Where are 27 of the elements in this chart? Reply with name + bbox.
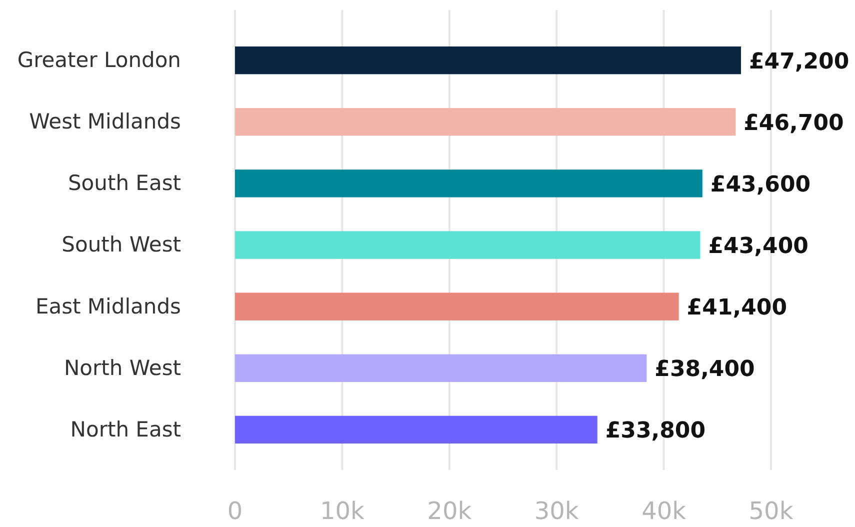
data-label: £47,200 [748, 49, 850, 74]
bar [235, 170, 702, 198]
y-tick-label: South East [68, 171, 181, 196]
y-tick-label: North West [64, 356, 181, 380]
x-tick-label: 40k [642, 497, 686, 526]
data-label: £38,400 [654, 357, 755, 382]
y-tick-label: North East [70, 417, 181, 442]
data-label: £41,400 [686, 296, 788, 321]
x-tick-label: 30k [534, 497, 579, 526]
x-tick-label: 10k [320, 497, 365, 526]
data-label: £43,400 [708, 234, 808, 259]
x-tick-label: 50k [748, 497, 794, 526]
data-label: £33,800 [605, 418, 706, 444]
y-tick-label: Greater London [17, 48, 181, 72]
y-tick-label: East Midlands [35, 294, 181, 318]
x-tick-label: 0 [227, 497, 243, 526]
y-tick-label: South West [62, 232, 181, 257]
bar [235, 231, 700, 259]
bar [235, 46, 741, 74]
bar [235, 354, 647, 382]
bar [235, 292, 679, 320]
y-tick-label: West Midlands [29, 110, 181, 134]
x-tick-label: 20k [427, 497, 472, 526]
bar [235, 108, 736, 136]
data-label: £46,700 [744, 110, 844, 136]
data-label: £43,600 [710, 172, 811, 198]
bar [235, 416, 598, 444]
